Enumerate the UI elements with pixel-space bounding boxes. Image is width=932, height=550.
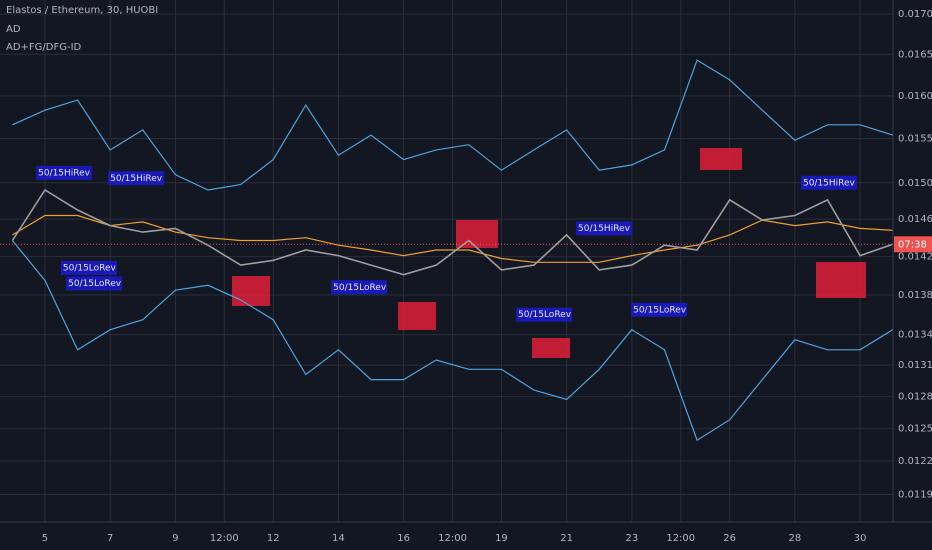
x-tick-label: 16 xyxy=(397,533,410,544)
x-tick-label: 9 xyxy=(172,533,178,544)
y-tick-label: 0.01220000 xyxy=(898,456,932,467)
annotation-box xyxy=(631,302,688,317)
zone xyxy=(398,302,436,330)
series-line xyxy=(11,240,894,442)
x-tick-label: 12:00 xyxy=(438,533,467,544)
x-tick-label: 30 xyxy=(854,533,867,544)
annotation: 50/15LoRev xyxy=(333,283,387,293)
series-line xyxy=(12,214,893,263)
annotation: 50/15LoRev xyxy=(518,310,572,320)
y-tick-label: 0.01650000 xyxy=(898,49,932,60)
y-tick-label: 0.01700000 xyxy=(898,9,932,20)
annotation-box xyxy=(576,221,633,236)
annotation: 50/15HiRev xyxy=(803,178,856,188)
y-tick-label: 0.01310000 xyxy=(898,360,932,371)
annotation: 50/15HiRev xyxy=(578,224,631,234)
x-tick-label: 28 xyxy=(788,533,801,544)
y-tick-label: 0.01250000 xyxy=(898,423,932,434)
chart-title: Elastos / Ethereum, 30, HUOBI xyxy=(6,5,158,16)
annotation-box xyxy=(108,171,165,186)
y-tick-label: 0.01280000 xyxy=(898,391,932,402)
annotation-box xyxy=(36,165,93,180)
x-tick-label: 12:00 xyxy=(210,533,239,544)
x-tick-label: 23 xyxy=(625,533,638,544)
x-tick-label: 12:00 xyxy=(666,533,695,544)
annotation: 50/15LoRev xyxy=(63,264,117,274)
last-price-tag xyxy=(894,236,932,253)
annotation: 50/15HiRev xyxy=(110,174,163,184)
y-tick-label: 0.01460000 xyxy=(898,214,932,225)
indicator-label: AD xyxy=(6,24,21,35)
zone xyxy=(816,262,866,298)
series-line xyxy=(12,59,893,191)
y-tick-label: 0.01500000 xyxy=(898,178,932,189)
annotation-box xyxy=(800,175,857,190)
last-price-label: 07:38 xyxy=(898,239,927,250)
x-tick-label: 7 xyxy=(107,533,113,544)
annotation-box xyxy=(516,307,573,322)
zone xyxy=(700,148,742,170)
x-tick-label: 5 xyxy=(42,533,48,544)
series-line xyxy=(11,188,893,276)
x-tick-label: 14 xyxy=(332,533,345,544)
x-tick-label: 21 xyxy=(560,533,573,544)
grid xyxy=(0,0,893,522)
zone xyxy=(232,276,270,306)
annotation: 50/15HiRev xyxy=(38,168,91,178)
zone xyxy=(532,338,570,358)
x-tick-label: 12 xyxy=(267,533,280,544)
y-tick-label: 0.01600000 xyxy=(898,91,932,102)
indicator-label: AD+FG/DFG-ID xyxy=(6,42,82,53)
y-tick-label: 0.01420000 xyxy=(898,252,932,263)
x-tick-label: 26 xyxy=(723,533,736,544)
annotation-box xyxy=(331,280,388,295)
y-tick-label: 0.01340000 xyxy=(898,330,932,341)
y-tick-label: 0.01550000 xyxy=(898,134,932,145)
annotation: 50/15LoRev xyxy=(633,305,687,315)
plot: 50/15HiRev 50/15HiRev 50/15LoRev 50/15LoRev… xyxy=(11,59,894,442)
zone xyxy=(456,220,498,248)
annotation: 50/15LoRev xyxy=(68,279,122,289)
y-tick-label: 0.01380000 xyxy=(898,290,932,301)
zones xyxy=(232,148,866,358)
annotation-box xyxy=(60,261,117,276)
x-tick-label: 19 xyxy=(495,533,508,544)
y-tick-label: 0.01190000 xyxy=(898,490,932,501)
annotation-box xyxy=(66,276,123,291)
